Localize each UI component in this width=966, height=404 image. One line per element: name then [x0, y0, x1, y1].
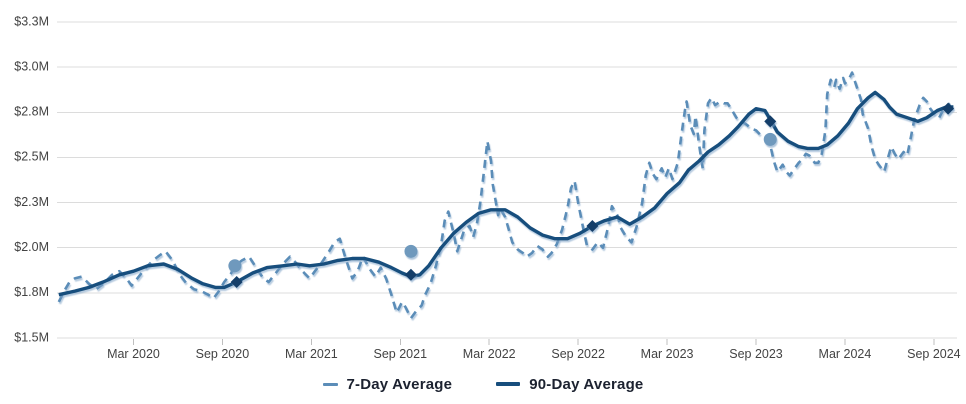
x-axis-label: Sep 2021 [374, 347, 428, 361]
ninety-day-average-line[interactable] [58, 90, 954, 297]
event-marker-diamond[interactable] [586, 220, 599, 233]
y-axis-label: $2.0M [14, 240, 49, 254]
seven-day-average-line[interactable] [57, 71, 951, 320]
legend-item-7-day[interactable]: 7-Day Average [322, 375, 453, 393]
x-axis-label: Mar 2021 [285, 347, 338, 361]
event-marker-diamond[interactable] [942, 102, 955, 115]
x-axis-label: Sep 2023 [729, 347, 783, 361]
x-axis-label: Sep 2022 [551, 347, 605, 361]
event-marker-circle[interactable] [228, 259, 242, 273]
event-markers [228, 102, 955, 289]
trend-line-chart: $3.3M $3.0M $2.8M $2.5M $2.3M $2.0M $1.8M $1.5M… [14, 14, 961, 361]
event-marker-diamond[interactable] [230, 276, 243, 289]
y-axis-label: $2.3M [14, 195, 49, 209]
x-axis-label: Mar 2020 [107, 347, 160, 361]
x-axis-label: Mar 2023 [641, 347, 694, 361]
y-axis-label: $2.5M [14, 150, 49, 164]
event-marker-diamond[interactable] [764, 115, 777, 128]
y-axis-labels: $3.3M $3.0M $2.8M $2.5M $2.3M $2.0M $1.8M $1.5M [14, 14, 49, 344]
x-axis-label: Sep 2024 [907, 347, 961, 361]
y-axis-label: $1.8M [14, 285, 49, 299]
legend-label-90-day: 90-Day Average [529, 375, 644, 393]
x-axis-label: Sep 2020 [196, 347, 250, 361]
x-axis: Mar 2020 Sep 2020 Mar 2021 Sep 2021 Mar 2022… [107, 339, 961, 361]
gridlines [57, 21, 957, 339]
90-day-line-swatch-icon [496, 382, 521, 386]
7-day-line-swatch-icon [322, 382, 338, 386]
event-marker-diamond[interactable] [404, 268, 417, 281]
y-axis-label: $3.3M [14, 14, 49, 28]
legend-item-90-day[interactable]: 90-Day Average [496, 376, 643, 393]
legend-label-7-day: 7-Day Average [346, 375, 453, 393]
y-axis-label: $2.8M [14, 105, 49, 119]
event-marker-circle[interactable] [404, 244, 418, 258]
y-axis-label: $1.5M [14, 330, 49, 344]
y-axis-label: $3.0M [14, 59, 49, 73]
series-lines [57, 71, 954, 320]
x-axis-label: Mar 2022 [463, 347, 516, 361]
legend: 7-Day Average 90-Day Average [0, 369, 966, 399]
x-axis-label: Mar 2024 [819, 347, 872, 361]
event-marker-circle[interactable] [763, 132, 777, 146]
